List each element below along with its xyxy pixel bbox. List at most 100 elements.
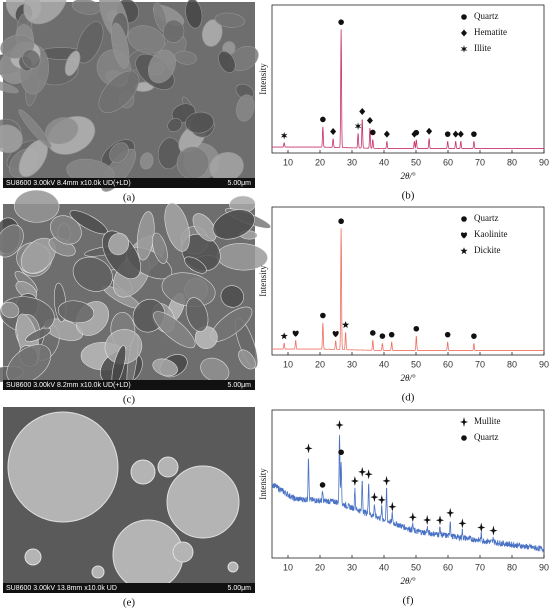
grain xyxy=(0,224,24,258)
peak-marker xyxy=(320,312,326,319)
peak-marker xyxy=(446,507,455,518)
x-tick-label: 70 xyxy=(475,157,485,167)
peak-marker xyxy=(413,325,420,332)
plot-frame xyxy=(271,206,545,356)
grain xyxy=(174,50,197,65)
plot-frame xyxy=(271,409,545,559)
x-tick-label: 30 xyxy=(347,157,357,167)
particle xyxy=(24,548,42,566)
grain xyxy=(109,142,129,163)
grain xyxy=(192,213,217,242)
caption: (a) xyxy=(123,192,136,204)
peak-marker xyxy=(338,218,344,225)
grain xyxy=(76,21,104,64)
peak-marker xyxy=(388,331,395,338)
peak-marker xyxy=(320,116,326,123)
peak-marker xyxy=(338,449,344,456)
x-tick-label: 10 xyxy=(283,562,293,572)
peak-marker xyxy=(477,522,486,533)
peak-marker xyxy=(280,131,288,140)
peak-marker xyxy=(366,117,373,125)
x-tick-label: 40 xyxy=(379,157,389,167)
x-tick-label: 90 xyxy=(539,157,549,167)
peak-marker xyxy=(423,514,432,525)
grain xyxy=(200,357,230,383)
grain xyxy=(18,109,52,149)
sem-image: SU8600 3.00kV 8.2mm x10.0k UD(+LD) 5.00μm xyxy=(0,189,271,390)
grain xyxy=(111,22,130,69)
peak-marker xyxy=(471,131,477,137)
image-info: SU8600 3.00kV 13.8mm x10.0k UD xyxy=(6,585,117,592)
x-tick-label: 10 xyxy=(283,359,293,369)
grain xyxy=(220,285,244,308)
legend-label: Hematite xyxy=(474,27,507,37)
x-axis-label: 2θ/° xyxy=(400,171,415,181)
grain xyxy=(127,25,166,54)
grain xyxy=(147,49,176,84)
legend-label: Quartz xyxy=(474,213,499,223)
peak-marker xyxy=(364,469,373,480)
peak-marker xyxy=(350,476,359,487)
particle xyxy=(130,459,156,485)
x-tick-label: 30 xyxy=(347,562,357,572)
peak-marker xyxy=(332,330,339,338)
grain xyxy=(164,202,190,252)
scale-label: 5.00μm xyxy=(228,180,252,187)
legend-symbol xyxy=(461,216,467,222)
peak-marker xyxy=(341,321,350,328)
caption: (c) xyxy=(123,394,136,406)
peak-marker xyxy=(489,525,498,536)
grain xyxy=(23,0,67,25)
peak-marker xyxy=(382,475,391,486)
x-tick-label: 20 xyxy=(315,562,325,572)
peak-marker xyxy=(370,492,379,503)
x-tick-label: 50 xyxy=(411,562,421,572)
caption: (b) xyxy=(402,190,415,202)
info-bar xyxy=(3,178,255,188)
legend-symbol xyxy=(461,435,467,441)
peak-marker xyxy=(304,443,313,454)
xrd-curve xyxy=(272,29,544,149)
x-tick-label: 70 xyxy=(475,562,485,572)
grain xyxy=(236,94,255,122)
peak-marker xyxy=(338,19,344,25)
peak-marker xyxy=(411,130,418,138)
xrd-curve xyxy=(271,434,545,553)
grain xyxy=(98,70,140,114)
peak-marker xyxy=(370,129,376,136)
grain xyxy=(57,300,95,324)
grain xyxy=(108,232,130,256)
grain xyxy=(6,344,52,385)
x-axis-label: 2θ/° xyxy=(400,373,415,383)
y-axis-label: Intensity xyxy=(258,265,268,297)
grain xyxy=(238,349,256,370)
grain xyxy=(162,19,185,44)
peak-marker xyxy=(408,512,417,523)
legend-symbol xyxy=(461,29,467,37)
x-tick-label: 80 xyxy=(507,359,517,369)
x-tick-label: 50 xyxy=(411,157,421,167)
x-tick-label: 50 xyxy=(411,359,421,369)
peak-marker xyxy=(444,331,451,338)
sem-image: SU8600 3.00kV 13.8mm x10.0k UD 5.00μm xyxy=(3,407,255,593)
grain xyxy=(214,12,245,28)
grain xyxy=(152,358,178,377)
grain xyxy=(0,301,20,319)
peak-marker xyxy=(444,131,451,137)
grain xyxy=(185,111,215,134)
grain xyxy=(50,215,82,245)
peak-marker xyxy=(319,482,326,488)
x-tick-label: 90 xyxy=(539,359,549,369)
image-info: SU8600 3.00kV 8.2mm x10.0k UD(+LD) xyxy=(6,382,131,389)
scale-label: 5.00μm xyxy=(228,585,252,592)
legend-label: Mullite xyxy=(474,416,501,426)
peak-marker xyxy=(335,420,344,431)
legend-symbol xyxy=(460,417,468,427)
legend-label: Kaolinite xyxy=(474,229,508,239)
particle xyxy=(157,456,179,478)
grain xyxy=(139,152,154,170)
peak-marker xyxy=(452,130,459,138)
grain xyxy=(72,256,113,292)
grain xyxy=(0,80,19,94)
